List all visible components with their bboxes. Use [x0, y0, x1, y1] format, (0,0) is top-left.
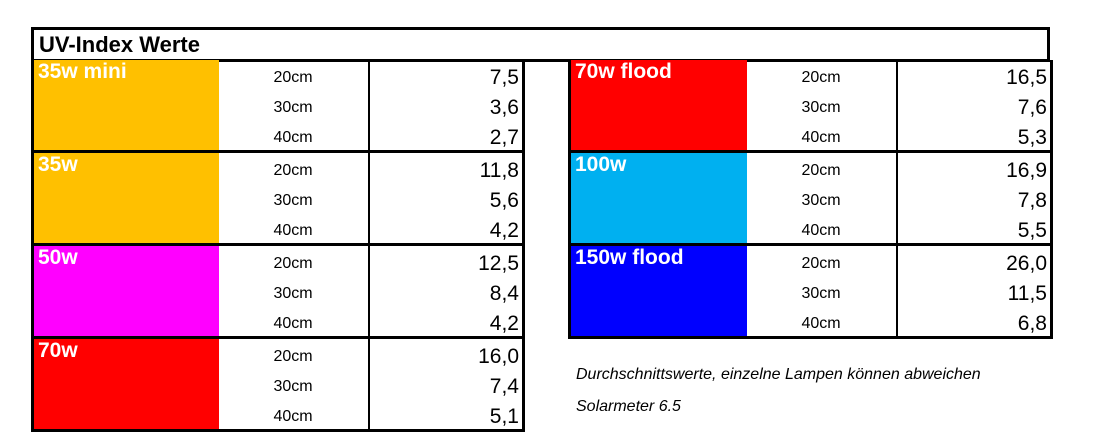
uv-value-cell: 11,8 — [367, 151, 524, 183]
uv-value-cell: 26,0 — [895, 244, 1052, 276]
uv-table-right: 70w flood 20cm 16,5 30cm 7,6 40cm 5,3 100w 20cm 1… — [568, 60, 1053, 339]
uv-value-cell: 7,4 — [367, 369, 524, 399]
uv-value-cell: 5,1 — [367, 399, 524, 431]
lamp-label: 70w — [32, 337, 219, 431]
distance-cell: 30cm — [273, 99, 313, 116]
title-box: UV-Index Werte — [31, 27, 1050, 62]
uv-value-cell: 4,2 — [367, 213, 524, 246]
distance-cell: 20cm — [273, 162, 313, 179]
table-row: 40cm 4,2 — [33, 213, 524, 246]
table-row: 40cm 2,7 — [33, 120, 524, 153]
table-row: 35w 20cm 11,8 — [32, 151, 524, 246]
distance-cell: 30cm — [801, 285, 841, 302]
distance-cell: 30cm — [273, 378, 313, 395]
uv-value-cell: 6,8 — [895, 306, 1052, 338]
table-row: 40cm 4,2 — [33, 306, 524, 339]
uv-value-cell: 5,6 — [367, 183, 524, 213]
table-row: 30cm 3,6 — [33, 90, 524, 120]
uv-value-cell: 8,4 — [367, 276, 524, 306]
table-row: 30cm 5,6 — [33, 183, 524, 213]
uv-value-cell: 5,5 — [895, 213, 1052, 246]
distance-cell: 20cm — [273, 69, 313, 86]
uv-table-left: 35w mini 20cm 7,5 30cm 3,6 40cm 2,7 35w 20cm 11,8… — [31, 60, 525, 432]
distance-cell: 40cm — [273, 408, 313, 425]
table-row: 30cm 11,5 — [570, 276, 1052, 306]
uv-value-cell: 16,9 — [895, 151, 1052, 183]
distance-cell: 20cm — [801, 255, 841, 272]
lamp-label: 150w flood — [569, 244, 747, 338]
distance-cell: 20cm — [273, 348, 313, 365]
table-row: 70w flood 20cm 16,5 — [569, 60, 1052, 153]
uv-value-cell: 11,5 — [895, 276, 1052, 306]
distance-cell: 30cm — [273, 285, 313, 302]
uv-value-cell: 12,5 — [367, 244, 524, 276]
table-row: 50w 20cm 12,5 — [32, 244, 524, 339]
uv-value-cell: 16,0 — [367, 337, 524, 369]
distance-cell: 20cm — [273, 255, 313, 272]
distance-cell: 40cm — [218, 213, 369, 246]
distance-cell: 20cm — [801, 162, 841, 179]
table-row: 40cm 6,8 — [570, 306, 1052, 338]
table-row: 100w 20cm 16,9 — [569, 151, 1052, 246]
table-row: 30cm 7,8 — [570, 183, 1052, 213]
distance-cell: 40cm — [801, 315, 841, 332]
lamp-label: 100w — [569, 151, 747, 246]
table-row: 40cm 5,1 — [33, 399, 524, 431]
uv-value-cell: 7,5 — [367, 60, 524, 90]
table-row: 70w 20cm 16,0 — [32, 337, 524, 431]
distance-cell: 40cm — [746, 120, 897, 153]
distance-cell: 30cm — [801, 99, 841, 116]
distance-cell: 40cm — [746, 213, 897, 246]
uv-value-cell: 4,2 — [367, 306, 524, 339]
uv-value-cell: 7,6 — [895, 90, 1052, 120]
table-row: 30cm 8,4 — [33, 276, 524, 306]
distance-cell: 40cm — [218, 306, 369, 339]
uv-value-cell: 7,8 — [895, 183, 1052, 213]
table-row: 30cm 7,4 — [33, 369, 524, 399]
distance-cell: 30cm — [273, 192, 313, 209]
uv-value-cell: 2,7 — [367, 120, 524, 153]
note-average-values: Durchschnittswerte, einzelne Lampen könn… — [576, 366, 981, 383]
distance-cell: 20cm — [801, 69, 841, 86]
table-row: 30cm 7,6 — [570, 90, 1052, 120]
table-row: 35w mini 20cm 7,5 — [32, 60, 524, 153]
lamp-label: 35w — [32, 151, 219, 246]
uv-value-cell: 5,3 — [895, 120, 1052, 153]
table-row: 40cm 5,3 — [570, 120, 1052, 153]
table-row: 40cm 5,5 — [570, 213, 1052, 246]
uv-value-cell: 16,5 — [895, 60, 1052, 90]
lamp-label: 35w mini — [32, 60, 219, 153]
table-row: 150w flood 20cm 26,0 — [569, 244, 1052, 338]
distance-cell: 30cm — [801, 192, 841, 209]
lamp-label: 50w — [32, 244, 219, 339]
page-title: UV-Index Werte — [39, 32, 200, 57]
note-meter: Solarmeter 6.5 — [576, 398, 681, 415]
uv-value-cell: 3,6 — [367, 90, 524, 120]
lamp-label: 70w flood — [569, 60, 747, 153]
distance-cell: 40cm — [218, 120, 369, 153]
